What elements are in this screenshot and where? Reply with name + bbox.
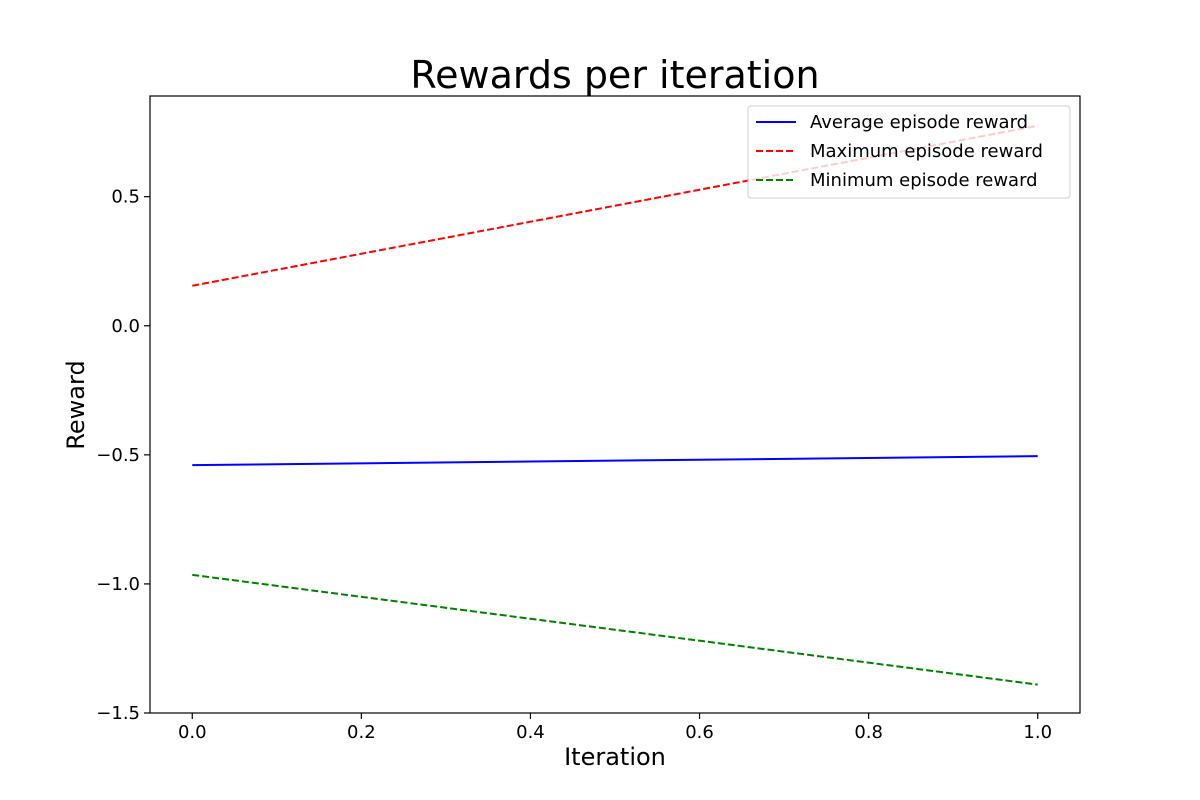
x-tick-label: 0.2 [347,722,376,743]
legend-label: Maximum episode reward [810,141,1043,162]
y-tick-label: 0.0 [111,316,140,337]
series-line-1 [192,124,1038,287]
x-axis: 0.0 0.2 0.4 0.6 0.8 1.0 [178,713,1052,743]
y-axis: −1.5 −1.0 −0.5 0.0 0.5 [96,187,150,724]
series-line-0 [192,455,1038,467]
series-lines [192,124,1038,686]
x-tick-label: 0.0 [178,722,207,743]
x-tick-label: 0.4 [516,722,545,743]
chart-title: Rewards per iteration [410,53,819,97]
x-axis-label: Iteration [564,743,666,771]
x-tick-label: 0.6 [685,722,714,743]
y-tick-label: 0.5 [111,187,140,208]
plot-area-frame [149,95,1081,714]
x-tick-label: 0.8 [854,722,883,743]
legend-box [747,105,1071,199]
y-tick-label: −1.0 [96,574,140,595]
x-tick-label: 1.0 [1023,722,1052,743]
y-tick-label: −1.5 [96,703,140,724]
legend-label: Minimum episode reward [810,170,1038,191]
legend-label: Average episode reward [810,112,1028,133]
y-tick-label: −0.5 [96,445,140,466]
legend: Average episode reward Maximum episode re… [747,105,1071,199]
series-line-2 [192,573,1038,686]
y-axis-label: Reward [62,360,90,449]
